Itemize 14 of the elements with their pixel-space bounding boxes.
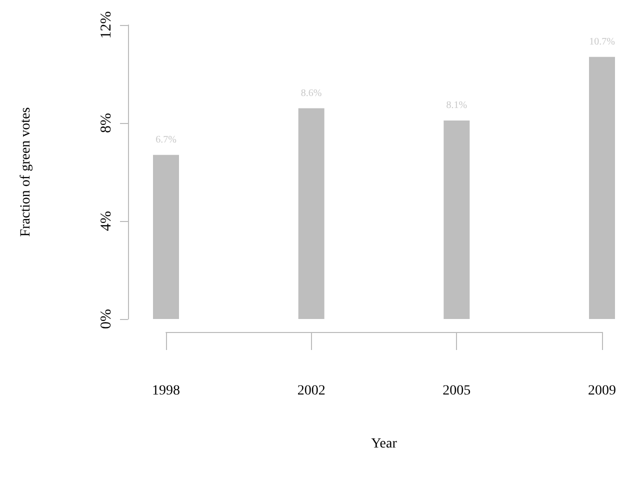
y-tick-label: 4%: [98, 211, 114, 231]
x-tick-label: 2005: [442, 384, 471, 398]
bar: [589, 56, 615, 319]
y-tick-label: 8%: [98, 113, 114, 133]
x-tick-label: 2002: [297, 384, 326, 398]
bar: [298, 108, 324, 319]
x-tick-label: 2009: [588, 384, 616, 398]
x-tick-label: 1998: [152, 384, 180, 398]
y-axis-title: Fraction of green votes: [18, 107, 34, 237]
x-axis-title: Year: [371, 436, 398, 452]
y-tick-label: 0%: [98, 309, 114, 329]
bar: [153, 154, 179, 319]
y-tick-label: 12%: [98, 11, 114, 39]
bar: [444, 120, 470, 319]
